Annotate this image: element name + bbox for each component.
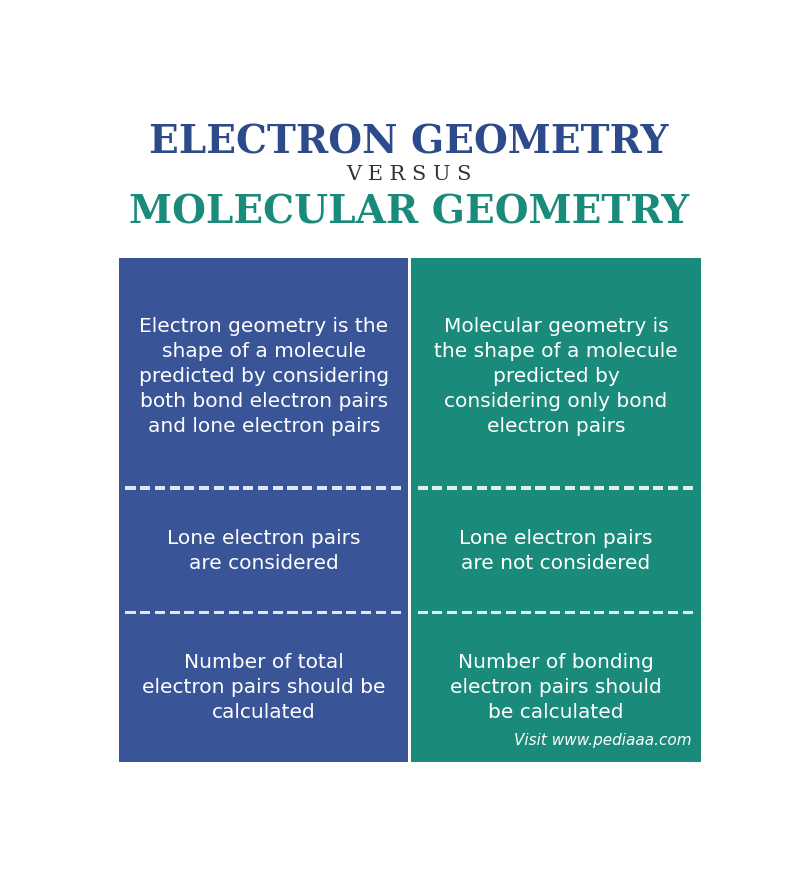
Bar — [199, 487, 209, 490]
Bar — [506, 487, 516, 490]
Bar — [462, 487, 472, 490]
Bar — [432, 611, 443, 614]
Bar — [579, 487, 590, 490]
Bar — [551, 611, 560, 614]
Bar — [288, 611, 297, 614]
Bar — [140, 611, 150, 614]
Bar — [476, 611, 487, 614]
Bar — [418, 487, 427, 490]
Bar — [376, 611, 386, 614]
Bar — [125, 487, 136, 490]
Bar — [565, 487, 575, 490]
Text: V E R S U S: V E R S U S — [347, 165, 471, 184]
Bar — [199, 611, 209, 614]
Bar — [214, 487, 224, 490]
Bar — [391, 611, 400, 614]
Bar — [491, 487, 501, 490]
Text: Lone electron pairs
are considered: Lone electron pairs are considered — [167, 528, 360, 573]
Bar — [411, 613, 701, 762]
Bar — [506, 611, 516, 614]
Bar — [521, 611, 531, 614]
Bar — [243, 487, 253, 490]
Bar — [140, 487, 150, 490]
Bar — [185, 611, 194, 614]
Bar — [243, 611, 253, 614]
Bar — [521, 487, 531, 490]
Bar — [185, 487, 194, 490]
Bar — [447, 487, 457, 490]
Bar — [418, 611, 427, 614]
Bar — [155, 487, 165, 490]
Bar — [491, 611, 501, 614]
Bar — [214, 611, 224, 614]
Bar — [332, 487, 342, 490]
Text: Number of bonding
electron pairs should
be calculated: Number of bonding electron pairs should … — [450, 653, 662, 722]
Bar — [332, 611, 342, 614]
Text: Lone electron pairs
are not considered: Lone electron pairs are not considered — [459, 528, 653, 573]
Bar — [668, 487, 678, 490]
Bar — [361, 611, 371, 614]
Bar — [361, 487, 371, 490]
Bar — [288, 487, 297, 490]
Bar — [594, 487, 604, 490]
Bar — [594, 611, 604, 614]
Bar — [229, 611, 239, 614]
Bar — [346, 487, 356, 490]
Text: Visit www.pediaaa.com: Visit www.pediaaa.com — [514, 733, 691, 748]
Bar — [169, 611, 180, 614]
Bar — [169, 487, 180, 490]
Bar — [624, 487, 634, 490]
Bar — [462, 611, 472, 614]
Bar — [119, 488, 408, 613]
Bar — [272, 611, 283, 614]
Bar — [565, 611, 575, 614]
Bar — [119, 613, 408, 762]
Bar — [668, 611, 678, 614]
Bar — [272, 487, 283, 490]
Text: MOLECULAR GEOMETRY: MOLECULAR GEOMETRY — [129, 194, 690, 232]
Bar — [682, 487, 693, 490]
Bar — [317, 487, 327, 490]
Bar — [346, 611, 356, 614]
Bar — [411, 257, 701, 265]
Text: Electron geometry is the
shape of a molecule
predicted by considering
both bond : Electron geometry is the shape of a mole… — [139, 317, 389, 436]
Bar — [654, 611, 663, 614]
Bar — [125, 611, 136, 614]
Text: ELECTRON GEOMETRY: ELECTRON GEOMETRY — [149, 123, 669, 161]
Bar — [229, 487, 239, 490]
Bar — [411, 488, 701, 613]
Bar — [119, 265, 408, 488]
Bar — [258, 487, 268, 490]
Bar — [476, 487, 487, 490]
Bar — [682, 611, 693, 614]
Bar — [579, 611, 590, 614]
Bar — [302, 487, 312, 490]
Bar — [376, 487, 386, 490]
Bar — [411, 265, 701, 488]
Bar — [609, 487, 619, 490]
Bar — [624, 611, 634, 614]
Bar — [155, 611, 165, 614]
Bar — [432, 487, 443, 490]
Bar — [119, 257, 408, 265]
Bar — [638, 611, 649, 614]
Text: Number of total
electron pairs should be
calculated: Number of total electron pairs should be… — [142, 653, 386, 722]
Bar — [302, 611, 312, 614]
Bar — [654, 487, 663, 490]
Bar — [391, 487, 400, 490]
Bar — [638, 487, 649, 490]
Bar — [447, 611, 457, 614]
Bar — [317, 611, 327, 614]
Text: Molecular geometry is
the shape of a molecule
predicted by
considering only bond: Molecular geometry is the shape of a mol… — [434, 317, 678, 436]
Bar — [535, 487, 546, 490]
Bar — [551, 487, 560, 490]
Bar — [258, 611, 268, 614]
Bar — [609, 611, 619, 614]
Bar — [535, 611, 546, 614]
